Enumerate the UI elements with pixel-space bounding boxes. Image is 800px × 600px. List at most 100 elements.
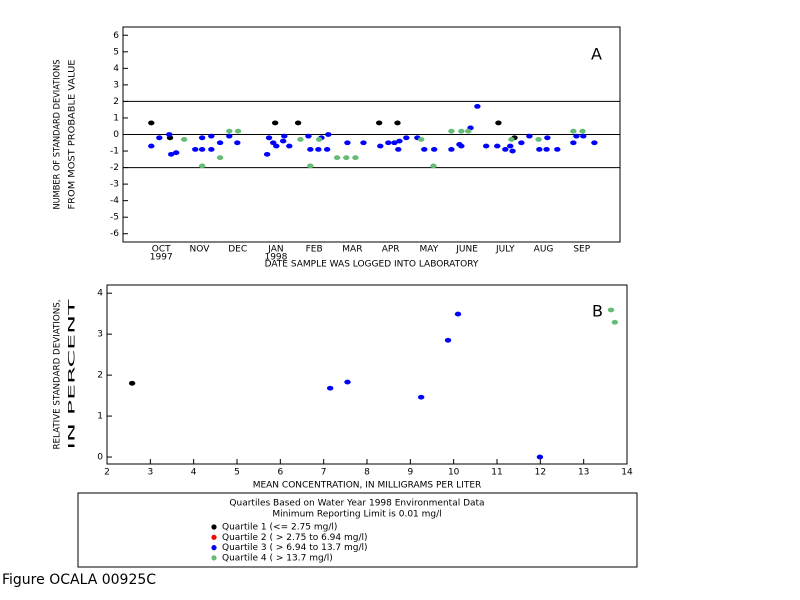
y-axis-label: RELATIVE STANDARD DEVIATIONS, xyxy=(53,300,63,450)
x-tick-label: APR xyxy=(382,245,400,255)
point xyxy=(172,150,180,156)
point xyxy=(611,319,619,325)
point xyxy=(323,146,331,152)
point xyxy=(482,143,490,149)
panel-letter: B xyxy=(592,302,603,321)
point xyxy=(216,140,224,146)
y-axis-label: FROM MOST PROBABLE VALUE xyxy=(68,59,78,209)
x-tick-label: MAR xyxy=(342,245,362,255)
point xyxy=(265,135,273,141)
point xyxy=(509,148,516,154)
point xyxy=(315,137,323,142)
y-tick-label: 4 xyxy=(113,64,119,74)
year-label: 1997 xyxy=(150,253,173,263)
y-tick-label: 0 xyxy=(113,130,119,140)
point xyxy=(396,138,403,144)
legend-box xyxy=(77,492,638,568)
legend-entry: Quartile 3 ( > 6.94 to 13.7 mg/l) xyxy=(222,543,368,553)
y-axis-label: IN PERCENT xyxy=(68,298,78,449)
point xyxy=(518,140,525,146)
y-tick-label: 3 xyxy=(113,80,119,90)
y-tick-label: 3 xyxy=(97,330,103,340)
point xyxy=(607,307,615,313)
point xyxy=(294,120,302,126)
panel-letter: A xyxy=(591,45,602,64)
y-tick-label: 6 xyxy=(113,31,119,41)
point xyxy=(448,128,455,134)
x-tick-label: 9 xyxy=(407,468,413,478)
point xyxy=(271,120,279,126)
point xyxy=(536,454,544,460)
point xyxy=(385,140,392,146)
point xyxy=(536,146,543,152)
legend-swatch xyxy=(211,524,217,530)
point xyxy=(458,128,465,134)
point xyxy=(198,163,206,169)
legend-swatch xyxy=(211,555,217,561)
y-axis-label: NUMBER OF STANDARD DEVIATIONS xyxy=(53,59,63,209)
point xyxy=(226,128,233,134)
point xyxy=(526,133,533,139)
x-tick-label: JUNE xyxy=(455,245,478,255)
point xyxy=(156,135,163,141)
x-tick-label: SEP xyxy=(573,245,590,255)
x-tick-label: 7 xyxy=(321,468,327,478)
point xyxy=(543,146,550,152)
point xyxy=(148,120,155,126)
point xyxy=(394,120,401,126)
point xyxy=(554,146,561,152)
y-tick-label: 5 xyxy=(113,47,119,57)
x-tick-label: 13 xyxy=(578,468,589,478)
point xyxy=(216,155,224,161)
point xyxy=(430,163,437,169)
point xyxy=(180,137,188,142)
y-tick-label: 1 xyxy=(113,113,119,123)
point xyxy=(198,135,206,141)
point xyxy=(448,146,455,152)
point xyxy=(198,146,206,152)
point xyxy=(418,137,425,142)
x-tick-label: 14 xyxy=(621,468,633,478)
point xyxy=(580,133,587,139)
point xyxy=(573,133,580,139)
x-tick-label: DEC xyxy=(228,245,247,255)
point xyxy=(360,140,367,146)
point xyxy=(325,132,332,137)
point xyxy=(474,103,481,109)
point xyxy=(297,137,304,142)
x-tick-label: JULY xyxy=(495,245,515,255)
point xyxy=(421,146,428,152)
point xyxy=(395,146,402,152)
legend-entry: Quartile 4 ( > 13.7 mg/l) xyxy=(222,553,333,563)
legend-swatch xyxy=(211,534,217,540)
point xyxy=(333,155,341,161)
point xyxy=(307,146,314,152)
x-tick-label: JAN xyxy=(267,245,283,255)
point xyxy=(344,140,351,146)
x-axis-label: MEAN CONCENTRATION, IN MILLIGRAMS PER LI… xyxy=(253,481,482,491)
point xyxy=(544,135,551,141)
x-tick-label: OCT xyxy=(152,245,171,255)
point xyxy=(377,143,384,149)
point xyxy=(305,133,312,139)
legend-entry: Quartile 2 ( > 2.75 to 6.94 mg/l) xyxy=(222,533,368,543)
x-tick-label: 10 xyxy=(448,468,460,478)
point xyxy=(307,163,314,169)
y-tick-label: -5 xyxy=(110,213,119,223)
point xyxy=(148,143,155,149)
legend-swatch xyxy=(211,545,217,551)
x-tick-label: 2 xyxy=(104,468,110,478)
y-tick-label: 4 xyxy=(97,289,103,299)
point xyxy=(403,135,410,141)
point xyxy=(495,120,502,126)
point xyxy=(570,140,577,146)
point xyxy=(192,146,199,152)
point xyxy=(326,385,334,391)
legend-title: Quartiles Based on Water Year 1998 Envir… xyxy=(229,499,484,509)
x-tick-label: NOV xyxy=(190,245,211,255)
x-tick-label: FEB xyxy=(306,245,323,255)
point xyxy=(591,140,598,146)
point xyxy=(465,128,472,134)
x-tick-label: 12 xyxy=(535,468,546,478)
